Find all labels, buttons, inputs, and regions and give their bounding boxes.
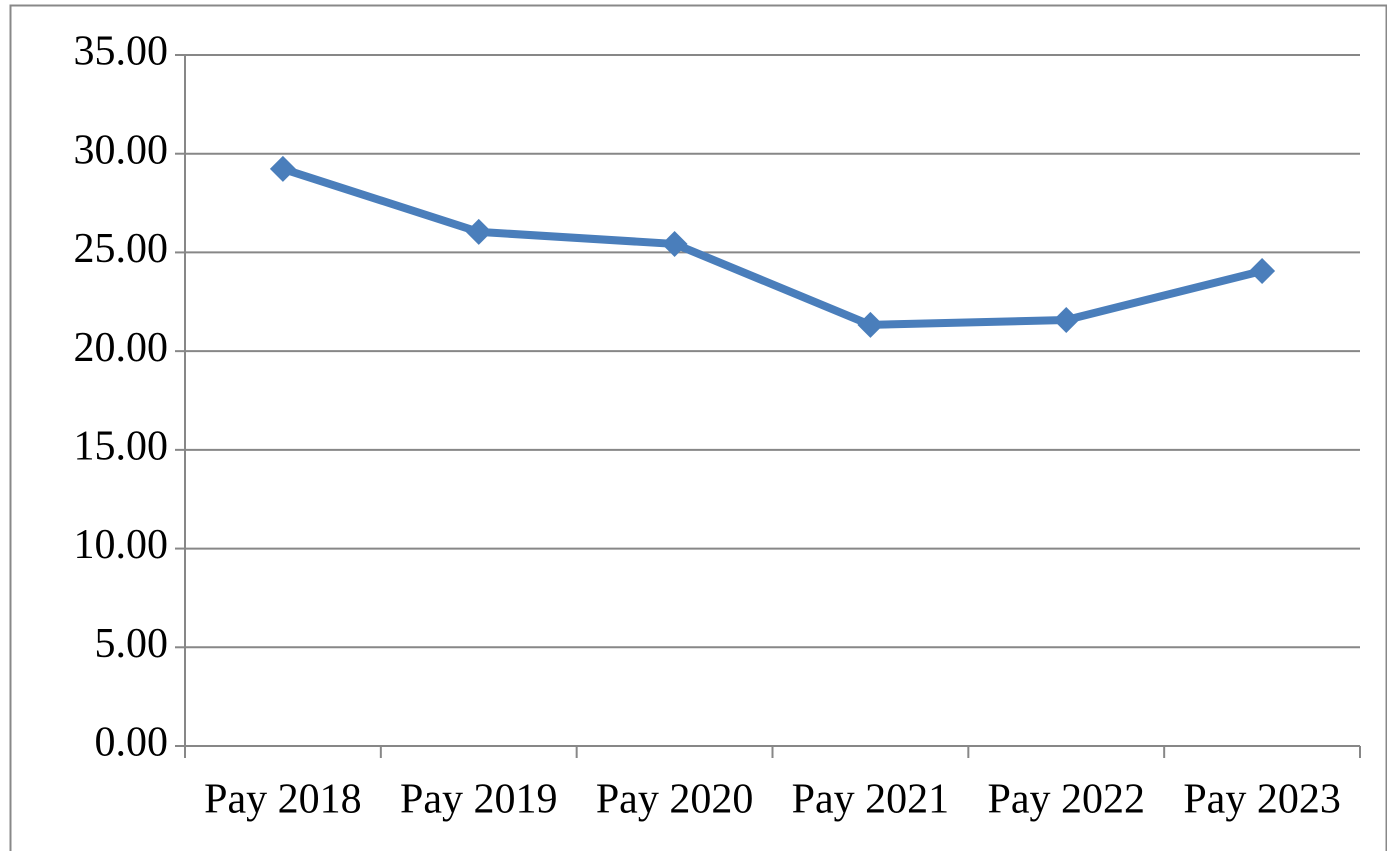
data-marker — [1053, 306, 1080, 333]
y-tick-label: 30.00 — [74, 127, 169, 173]
data-marker — [269, 155, 296, 182]
data-marker — [1249, 257, 1276, 284]
y-tick-label: 35.00 — [74, 29, 169, 75]
data-marker — [661, 230, 688, 257]
x-tick-label: Pay 2022 — [988, 777, 1146, 823]
y-tick-label: 25.00 — [74, 226, 169, 272]
x-tick-label: Pay 2020 — [596, 777, 754, 823]
y-tick-label: 20.00 — [74, 325, 169, 371]
x-tick-label: Pay 2019 — [400, 777, 558, 823]
x-tick-label: Pay 2018 — [204, 777, 362, 823]
chart-frame — [9, 4, 1387, 851]
data-marker — [857, 311, 884, 338]
data-line — [281, 165, 1264, 329]
y-tick-label: 0.00 — [95, 720, 169, 766]
x-tick-label: Pay 2021 — [792, 777, 950, 823]
y-tick-label: 5.00 — [95, 621, 169, 667]
y-tick-label: 10.00 — [74, 522, 169, 568]
x-tick-label: Pay 2023 — [1183, 777, 1341, 823]
data-marker — [465, 218, 492, 245]
y-tick-label: 15.00 — [74, 423, 169, 469]
